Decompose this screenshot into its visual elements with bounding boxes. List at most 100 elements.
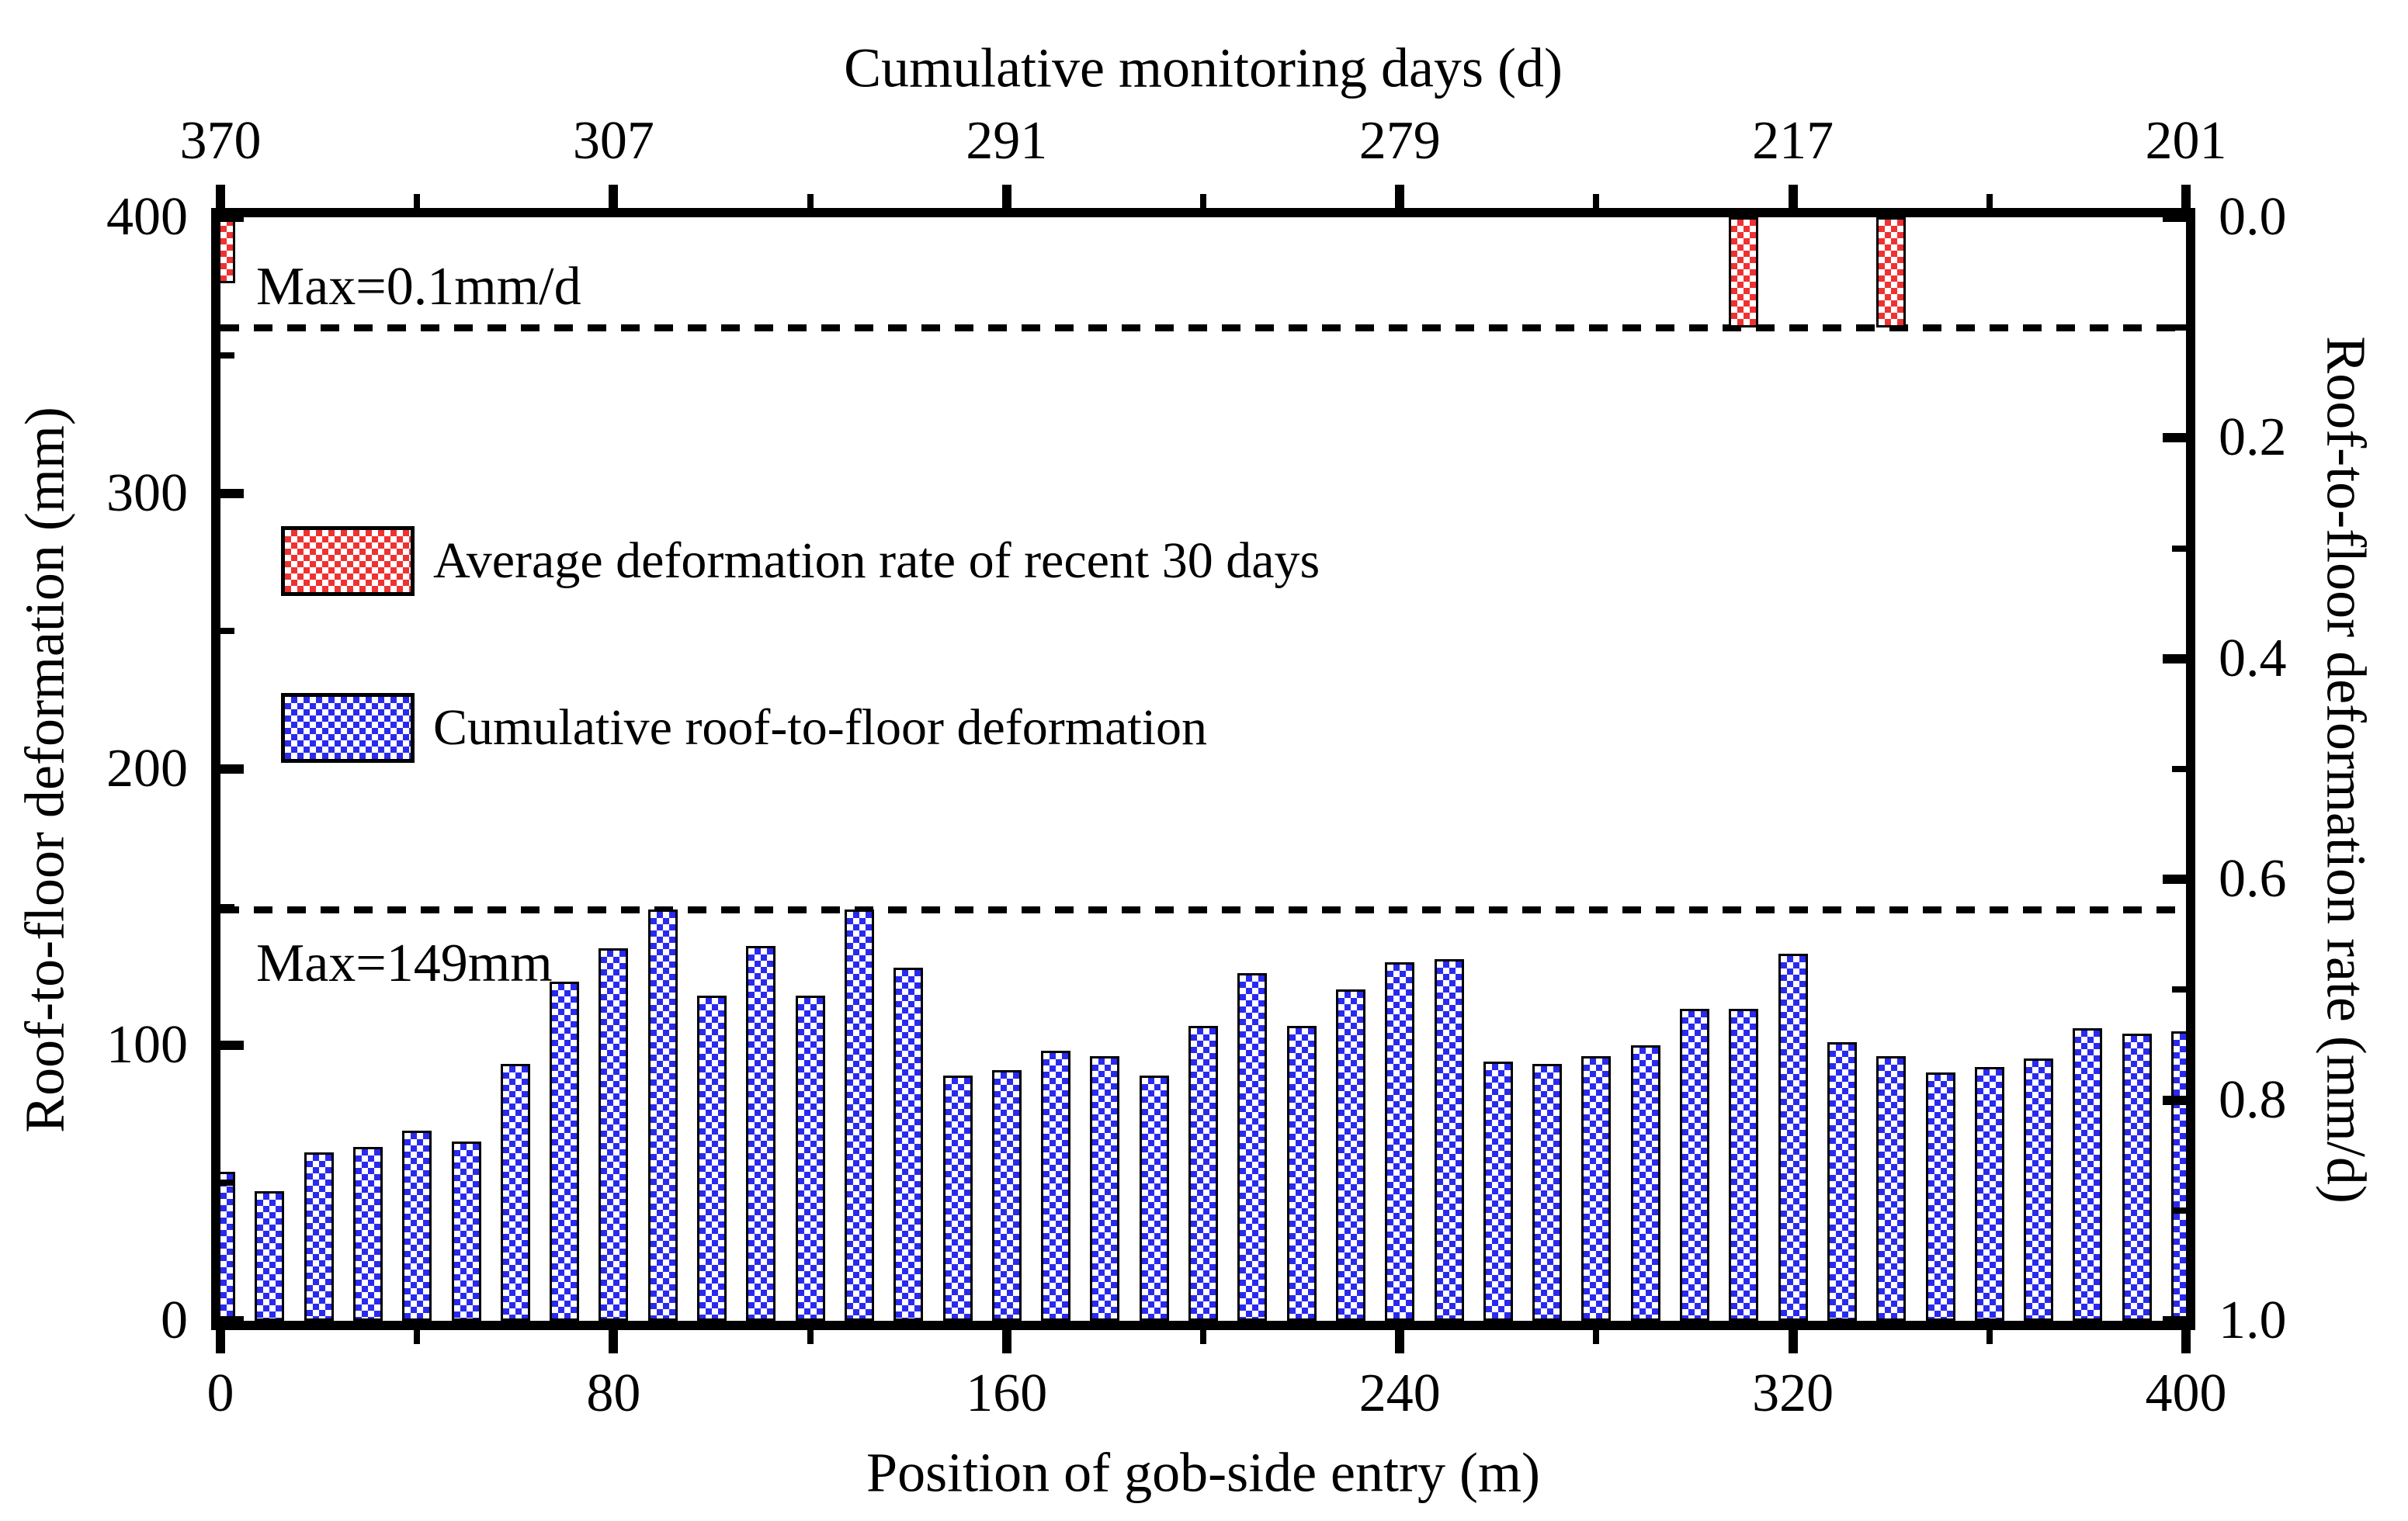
left-tick-label: 100 — [106, 1014, 188, 1075]
blue-checker-swatch — [281, 693, 415, 763]
left-tick-label: 300 — [106, 463, 188, 523]
deformation-bar — [1041, 1050, 1071, 1321]
right-major-tick — [2163, 653, 2186, 663]
deformation-bar — [1581, 1055, 1612, 1321]
right-tick-label: 0.0 — [2219, 187, 2287, 247]
top-tick-label: 307 — [572, 111, 654, 171]
top-minor-tick — [1593, 194, 1600, 208]
deformation-bar — [550, 981, 580, 1321]
right-minor-tick — [2172, 545, 2186, 552]
bottom-minor-tick — [1986, 1330, 1993, 1344]
deformation-bar — [255, 1190, 285, 1321]
legend-label: Average deformation rate of recent 30 da… — [433, 532, 1320, 589]
top-minor-tick — [1200, 194, 1206, 208]
right-tick-label: 0.2 — [2219, 407, 2287, 468]
right-minor-tick — [2172, 324, 2186, 331]
top-tick-label: 201 — [2145, 111, 2227, 171]
left-minor-tick — [220, 352, 234, 359]
deformation-bar — [304, 1152, 334, 1321]
top-major-tick — [1788, 185, 1798, 208]
deformation-bar — [1385, 961, 1415, 1321]
top-major-tick — [1001, 185, 1011, 208]
left-minor-tick — [220, 628, 234, 635]
rate-max-annotation: Max=0.1mm/d — [256, 257, 581, 317]
deformation-bar — [1483, 1061, 1513, 1321]
right-axis-title: Roof-to-floor deformation rate (mm/d) — [2315, 336, 2378, 1204]
deformation-max-reference-line — [220, 906, 2186, 914]
right-minor-tick — [2172, 1207, 2186, 1214]
deformation-bar — [697, 995, 727, 1321]
deformation-bar — [2171, 1031, 2186, 1321]
bottom-major-tick — [609, 1330, 619, 1353]
bottom-major-tick — [2181, 1330, 2191, 1353]
deformation-bar — [402, 1130, 432, 1321]
bottom-minor-tick — [1593, 1330, 1600, 1344]
top-tick-label: 279 — [1358, 111, 1441, 171]
plot-area: Max=0.1mm/d Max=149mm Average deformatio… — [211, 208, 2195, 1330]
left-minor-tick — [220, 1180, 234, 1187]
top-major-tick — [609, 185, 619, 208]
bottom-tick-label: 240 — [1358, 1363, 1441, 1423]
deformation-bar — [451, 1141, 481, 1321]
bottom-tick-label: 0 — [206, 1363, 234, 1423]
left-major-tick — [220, 1040, 244, 1050]
rate-max-reference-line — [220, 324, 2186, 332]
right-tick-label: 1.0 — [2219, 1291, 2287, 1350]
bottom-minor-tick — [414, 1330, 421, 1344]
deformation-bar — [599, 948, 629, 1321]
bottom-minor-tick — [1200, 1330, 1206, 1344]
right-tick-label: 0.8 — [2219, 1069, 2287, 1130]
deformation-max-annotation: Max=149mm — [256, 934, 553, 993]
deformation-bar — [2073, 1028, 2103, 1321]
left-tick-label: 400 — [106, 187, 188, 247]
bottom-minor-tick — [807, 1330, 814, 1344]
deformation-bar — [1286, 1025, 1317, 1321]
bottom-tick-label: 320 — [1752, 1363, 1834, 1423]
rate-bar — [220, 217, 235, 284]
rate-bar — [1876, 217, 1907, 328]
deformation-bar — [352, 1147, 383, 1321]
deformation-bar — [942, 1075, 973, 1321]
top-minor-tick — [1986, 194, 1993, 208]
top-tick-label: 291 — [966, 111, 1048, 171]
top-tick-label: 370 — [179, 111, 262, 171]
deformation-bar — [991, 1069, 1022, 1321]
top-minor-tick — [807, 194, 814, 208]
bottom-major-tick — [1395, 1330, 1405, 1353]
left-axis-title: Roof-to-floor deformation (mm) — [13, 407, 76, 1133]
plot-inner: Max=0.1mm/d Max=149mm Average deformatio… — [220, 217, 2186, 1321]
left-major-tick — [220, 488, 244, 498]
bottom-major-tick — [216, 1330, 225, 1353]
deformation-bar — [1729, 1009, 1759, 1321]
right-minor-tick — [2172, 986, 2186, 993]
left-tick-label: 200 — [106, 739, 188, 799]
deformation-bar — [746, 945, 776, 1321]
deformation-bar — [1532, 1064, 1563, 1321]
bottom-tick-label: 400 — [2145, 1363, 2227, 1423]
top-major-tick — [2181, 185, 2191, 208]
deformation-bar — [1237, 973, 1268, 1321]
red-checker-swatch — [281, 526, 415, 596]
left-major-tick — [220, 1316, 244, 1321]
top-major-tick — [1395, 185, 1405, 208]
deformation-bar — [2024, 1058, 2054, 1321]
deformation-bar — [1778, 954, 1808, 1321]
right-tick-label: 0.4 — [2219, 628, 2287, 688]
top-axis-title: Cumulative monitoring days (d) — [844, 36, 1563, 99]
top-tick-label: 217 — [1752, 111, 1834, 171]
right-minor-tick — [2172, 766, 2186, 772]
left-major-tick — [220, 217, 244, 222]
bottom-tick-label: 80 — [586, 1363, 641, 1423]
deformation-bar — [1434, 959, 1464, 1321]
deformation-bar — [795, 995, 825, 1321]
deformation-bar — [1139, 1075, 1169, 1321]
legend-label: Cumulative roof-to-floor deformation — [433, 699, 1208, 756]
top-major-tick — [216, 185, 225, 208]
deformation-bar — [1090, 1055, 1120, 1321]
bottom-axis-title: Position of gob-side entry (m) — [866, 1441, 1540, 1504]
deformation-bar — [1188, 1025, 1218, 1321]
deformation-bar — [1335, 989, 1365, 1321]
deformation-bar — [2122, 1034, 2152, 1321]
top-minor-tick — [414, 194, 421, 208]
